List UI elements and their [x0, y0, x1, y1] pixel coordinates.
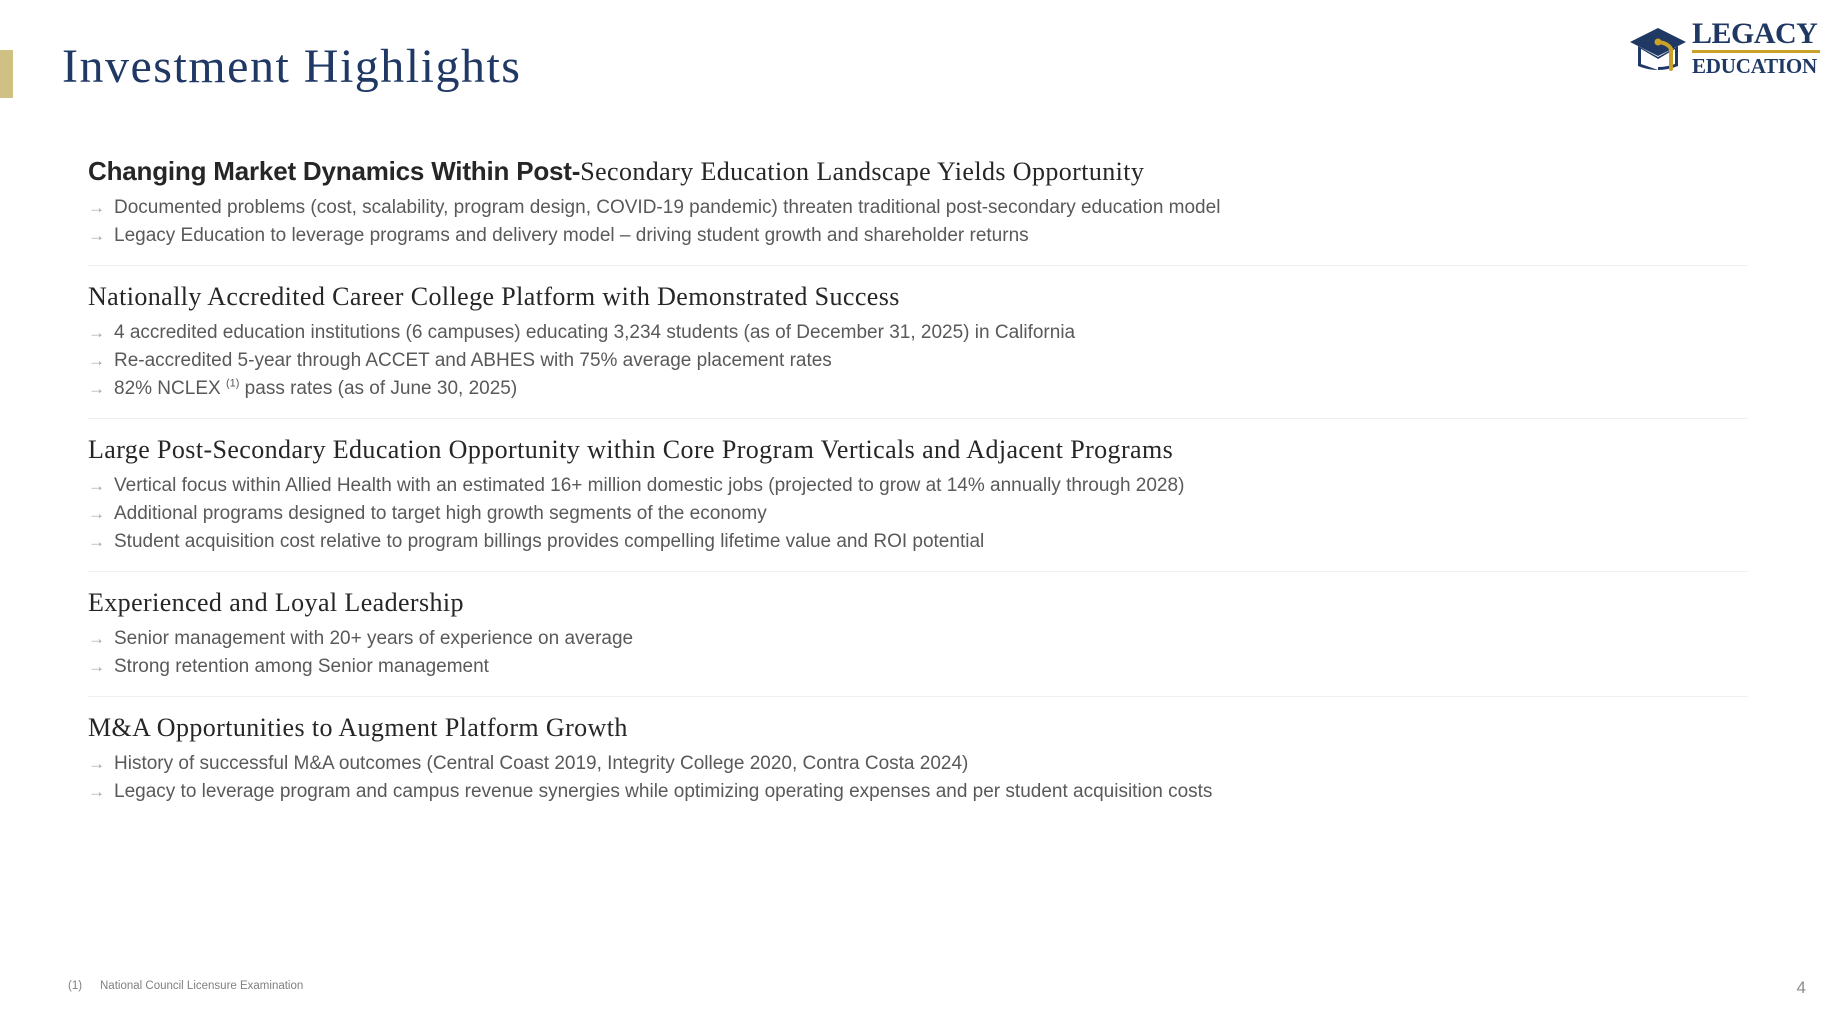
list-item: → Student acquisition cost relative to p… [88, 529, 1748, 555]
list-item-text: Vertical focus within Allied Health with… [114, 475, 1185, 496]
list-item: → Documented problems (cost, scalability… [88, 195, 1748, 221]
list-item-text: History of successful M&A outcomes (Cent… [114, 753, 969, 774]
list-item: → Senior management with 20+ years of ex… [88, 626, 1748, 652]
section-heading: M&A Opportunities to Augment Platform Gr… [88, 713, 628, 742]
nclex-text-before: 82% NCLEX [114, 378, 226, 399]
section-heading-rest: Secondary Education Landscape Yields Opp… [580, 157, 1145, 186]
arrow-bullet-icon: → [88, 226, 105, 245]
list-item-nclex: → 82% NCLEX (1) pass rates (as of June 3… [88, 376, 1748, 402]
section-large-opportunity: Large Post-Secondary Education Opportuni… [88, 433, 1748, 572]
list-item: → Legacy to leverage program and campus … [88, 779, 1748, 805]
nclex-text-after: pass rates (as of June 30, 2025) [239, 378, 518, 399]
list-item: → Strong retention among Senior manageme… [88, 654, 1748, 680]
bullet-list: → Documented problems (cost, scalability… [88, 195, 1748, 249]
slide-content: Changing Market Dynamics Within Post-Sec… [88, 148, 1748, 835]
list-item: → 4 accredited education institutions (6… [88, 320, 1748, 346]
graduation-cap-icon [1630, 26, 1690, 72]
arrow-bullet-icon: → [88, 657, 105, 676]
list-item-text: Strong retention among Senior management [114, 656, 489, 677]
arrow-bullet-icon: → [88, 532, 105, 551]
logo-wordmark: LEGACY EDUCATION [1692, 18, 1822, 77]
list-item-text: Legacy Education to leverage programs an… [114, 225, 1029, 246]
arrow-bullet-icon: → [88, 323, 105, 342]
footnote-text: National Council Licensure Examination [100, 980, 304, 992]
page-number: 4 [1796, 978, 1806, 997]
section-heading: Nationally Accredited Career College Pla… [88, 282, 900, 311]
list-item: → Vertical focus within Allied Health wi… [88, 473, 1748, 499]
list-item: → History of successful M&A outcomes (Ce… [88, 751, 1748, 777]
list-item-text: Additional programs designed to target h… [114, 503, 767, 524]
section-market-dynamics: Changing Market Dynamics Within Post-Sec… [88, 154, 1748, 266]
section-accredited-platform: Nationally Accredited Career College Pla… [88, 280, 1748, 419]
bullet-list: → Senior management with 20+ years of ex… [88, 626, 1748, 680]
bullet-list: → 4 accredited education institutions (6… [88, 320, 1748, 402]
section-heading-lead: Changing Market Dynamics Within Post- [88, 156, 581, 186]
arrow-bullet-icon: → [88, 629, 105, 648]
arrow-bullet-icon: → [88, 476, 105, 495]
page-title: Investment Highlights [62, 40, 522, 93]
arrow-bullet-icon: → [88, 351, 105, 370]
arrow-bullet-icon: → [88, 782, 105, 801]
list-item-text: 82% NCLEX (1) pass rates (as of June 30,… [114, 376, 1748, 402]
section-heading: Experienced and Loyal Leadership [88, 588, 464, 617]
logo-education-text: EDUCATION [1692, 54, 1817, 78]
footnote-reference: (1) [225, 377, 240, 390]
section-leadership: Experienced and Loyal Leadership → Senio… [88, 586, 1748, 697]
footnote-marker: (1) [68, 980, 83, 992]
list-item-text: Re-accredited 5-year through ACCET and A… [114, 350, 832, 371]
list-item-text: Student acquisition cost relative to pro… [114, 531, 985, 552]
logo-legacy-text: LEGACY [1692, 17, 1818, 50]
list-item: → Legacy Education to leverage programs … [88, 223, 1748, 249]
list-item: → Additional programs designed to target… [88, 501, 1748, 527]
list-item-text: Senior management with 20+ years of expe… [114, 628, 634, 649]
footnote: (1) National Council Licensure Examinatio… [68, 978, 303, 994]
section-heading: Large Post-Secondary Education Opportuni… [88, 435, 1174, 464]
list-item-text: Legacy to leverage program and campus re… [114, 781, 1213, 802]
logo-divider-rule [1692, 50, 1820, 53]
title-accent-bar [0, 50, 13, 98]
slide-header: Investment Highlights LEGACY EDUCATION [0, 0, 1834, 120]
arrow-bullet-icon: → [88, 379, 105, 398]
list-item-text: 4 accredited education institutions (6 c… [114, 322, 1076, 343]
brand-logo: LEGACY EDUCATION [1630, 18, 1822, 77]
arrow-bullet-icon: → [88, 504, 105, 523]
section-heading: Changing Market Dynamics Within Post-Sec… [88, 154, 1748, 189]
bullet-list: → History of successful M&A outcomes (Ce… [88, 751, 1748, 805]
section-ma-opportunities: M&A Opportunities to Augment Platform Gr… [88, 711, 1748, 821]
bullet-list: → Vertical focus within Allied Health wi… [88, 473, 1748, 555]
list-item: → Re-accredited 5-year through ACCET and… [88, 348, 1748, 374]
arrow-bullet-icon: → [88, 198, 105, 217]
arrow-bullet-icon: → [88, 754, 105, 773]
list-item-text: Documented problems (cost, scalability, … [114, 197, 1221, 218]
